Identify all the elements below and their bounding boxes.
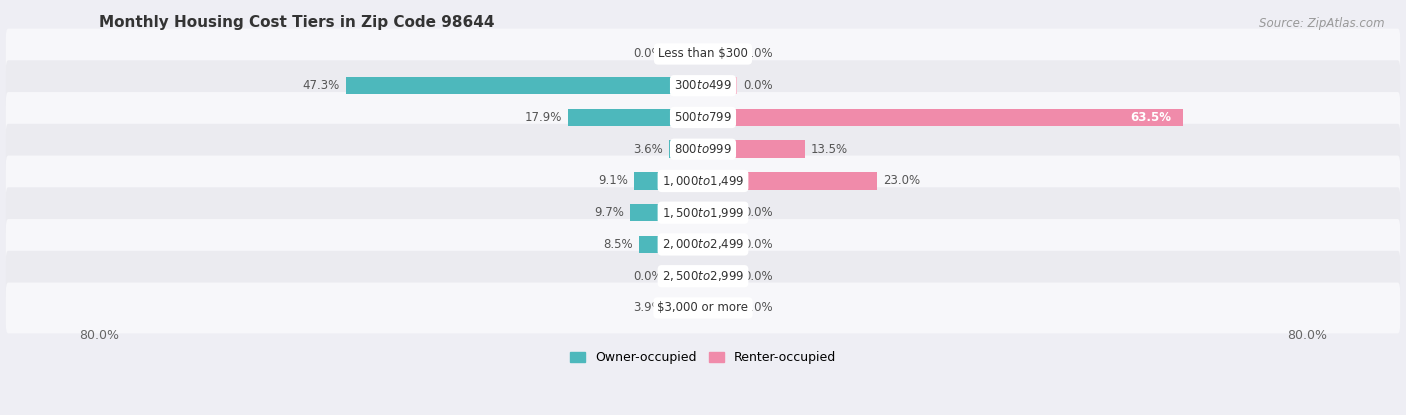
Text: 0.0%: 0.0% <box>633 270 664 283</box>
Text: 9.7%: 9.7% <box>593 206 624 219</box>
Text: Monthly Housing Cost Tiers in Zip Code 98644: Monthly Housing Cost Tiers in Zip Code 9… <box>98 15 495 30</box>
Text: 23.0%: 23.0% <box>883 174 920 188</box>
Bar <box>669 45 703 63</box>
Text: $1,500 to $1,999: $1,500 to $1,999 <box>662 206 744 220</box>
FancyBboxPatch shape <box>6 187 1400 238</box>
Text: 3.9%: 3.9% <box>633 301 664 315</box>
Text: Less than $300: Less than $300 <box>658 47 748 61</box>
Text: Source: ZipAtlas.com: Source: ZipAtlas.com <box>1260 17 1385 29</box>
Text: 17.9%: 17.9% <box>524 111 562 124</box>
Text: $800 to $999: $800 to $999 <box>673 143 733 156</box>
Text: 0.0%: 0.0% <box>633 47 664 61</box>
Text: 3.6%: 3.6% <box>633 143 664 156</box>
Bar <box>703 45 737 63</box>
Bar <box>630 204 703 222</box>
Bar <box>703 141 806 158</box>
Text: $2,500 to $2,999: $2,500 to $2,999 <box>662 269 744 283</box>
Text: $1,000 to $1,499: $1,000 to $1,499 <box>662 174 744 188</box>
Legend: Owner-occupied, Renter-occupied: Owner-occupied, Renter-occupied <box>565 346 841 369</box>
FancyBboxPatch shape <box>6 92 1400 143</box>
Text: $2,000 to $2,499: $2,000 to $2,499 <box>662 237 744 251</box>
Text: 0.0%: 0.0% <box>742 47 773 61</box>
Text: $500 to $799: $500 to $799 <box>673 111 733 124</box>
Bar <box>703 236 737 253</box>
Text: 0.0%: 0.0% <box>742 301 773 315</box>
FancyBboxPatch shape <box>6 251 1400 302</box>
Bar <box>703 204 737 222</box>
FancyBboxPatch shape <box>6 283 1400 333</box>
Text: 0.0%: 0.0% <box>742 206 773 219</box>
Bar <box>568 109 703 126</box>
Text: $3,000 or more: $3,000 or more <box>658 301 748 315</box>
Text: 8.5%: 8.5% <box>603 238 633 251</box>
Text: 0.0%: 0.0% <box>742 79 773 92</box>
Bar <box>669 299 703 317</box>
Bar <box>703 268 737 285</box>
Text: $300 to $499: $300 to $499 <box>673 79 733 92</box>
Bar <box>346 77 703 95</box>
Text: 0.0%: 0.0% <box>742 270 773 283</box>
Bar <box>703 299 737 317</box>
Text: 9.1%: 9.1% <box>599 174 628 188</box>
Bar <box>703 77 737 95</box>
FancyBboxPatch shape <box>6 156 1400 206</box>
Bar <box>669 141 703 158</box>
FancyBboxPatch shape <box>6 60 1400 111</box>
Bar <box>703 109 1182 126</box>
Text: 13.5%: 13.5% <box>811 143 848 156</box>
Bar <box>669 268 703 285</box>
FancyBboxPatch shape <box>6 29 1400 79</box>
Bar <box>703 172 877 190</box>
Text: 47.3%: 47.3% <box>302 79 340 92</box>
Text: 0.0%: 0.0% <box>742 238 773 251</box>
Bar <box>634 172 703 190</box>
FancyBboxPatch shape <box>6 124 1400 175</box>
Bar <box>638 236 703 253</box>
FancyBboxPatch shape <box>6 219 1400 270</box>
Text: 63.5%: 63.5% <box>1130 111 1171 124</box>
